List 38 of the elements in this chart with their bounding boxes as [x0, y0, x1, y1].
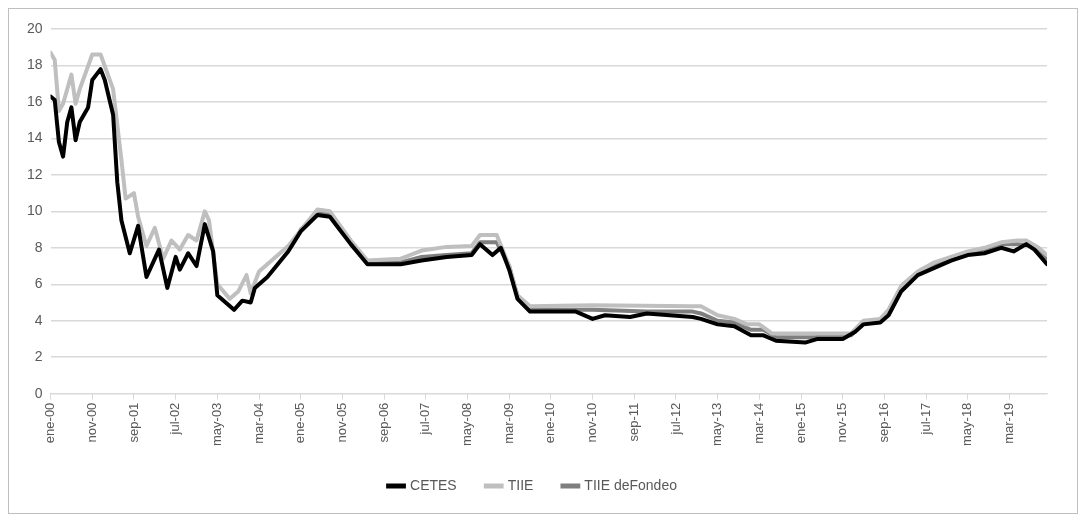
x-tick-label: may-03 — [208, 402, 224, 447]
x-tick-label: jul-17 — [917, 402, 933, 436]
x-tick-label: may-13 — [709, 402, 725, 447]
x-tick-label: nov-10 — [584, 402, 600, 443]
x-tick-label: ene-05 — [292, 402, 308, 444]
x-tick-label: sep-06 — [375, 402, 391, 443]
legend-label: CETES — [410, 476, 457, 493]
y-tick-label: 16 — [26, 92, 43, 109]
x-tick-label: mar-04 — [250, 402, 266, 444]
x-tick-label: jul-02 — [167, 402, 183, 436]
x-tick-label: sep-11 — [625, 402, 641, 442]
x-tick-label: jul-12 — [667, 402, 683, 436]
y-tick-label: 8 — [34, 238, 43, 255]
x-tick-label: sep-16 — [875, 402, 891, 443]
x-tick-label: may-08 — [459, 402, 475, 447]
x-tick-label: mar-14 — [750, 402, 766, 444]
x-tick-label: mar-19 — [1001, 402, 1017, 444]
x-tick-label: ene-10 — [542, 402, 558, 444]
y-tick-label: 2 — [34, 348, 43, 365]
x-tick-label: jul-07 — [417, 402, 433, 436]
y-tick-label: 4 — [34, 311, 43, 328]
legend-label: TIIE deFondeo — [584, 476, 678, 493]
x-tick-label: nov-05 — [333, 402, 349, 443]
y-tick-label: 0 — [34, 384, 43, 401]
x-tick-label: ene-00 — [42, 402, 58, 444]
x-tick-label: nov-00 — [83, 402, 99, 443]
x-tick-label: nov-15 — [834, 402, 850, 443]
x-tick-label: ene-15 — [792, 402, 808, 444]
x-tick-label: may-18 — [959, 402, 975, 447]
y-tick-label: 14 — [26, 129, 43, 146]
y-tick-label: 10 — [26, 202, 43, 219]
y-tick-label: 12 — [26, 165, 43, 182]
y-tick-label: 18 — [26, 56, 43, 73]
x-tick-label: sep-01 — [125, 402, 141, 443]
y-tick-label: 6 — [34, 275, 43, 292]
y-tick-label: 20 — [26, 19, 43, 36]
x-tick-label: mar-09 — [500, 402, 516, 444]
legend-label: TIIE — [507, 476, 534, 493]
